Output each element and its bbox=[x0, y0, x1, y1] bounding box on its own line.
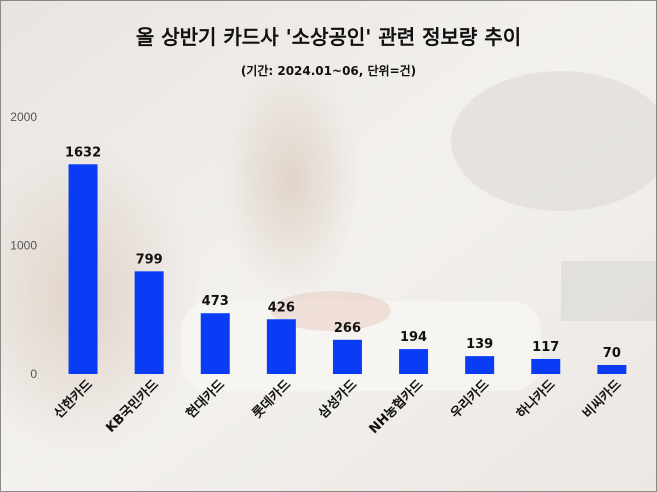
x-tick-label: 롯데카드 bbox=[250, 377, 294, 421]
bar bbox=[531, 358, 561, 374]
x-axis: 신한카드 KB국민카드 현대카드 롯데카드 삼성카드 NH농협카드 우리카드 하나카드 비씨카드 bbox=[51, 376, 625, 437]
data-labels: 1632 799 473 426 266 194 139 117 70 bbox=[65, 145, 621, 361]
chart-subtitle: (기간: 2024.01~06, 단위=건) bbox=[240, 64, 417, 78]
x-tick-label: 삼성카드 bbox=[315, 376, 360, 421]
data-label: 70 bbox=[603, 346, 621, 361]
bar-series bbox=[68, 164, 627, 374]
bar bbox=[465, 356, 495, 374]
data-label: 426 bbox=[268, 300, 295, 315]
x-tick-label: KB국민카드 bbox=[103, 376, 162, 435]
data-label: 799 bbox=[136, 252, 163, 267]
x-tick-label: 하나카드 bbox=[513, 376, 558, 421]
y-tick-label: 0 bbox=[30, 367, 37, 381]
data-label: 139 bbox=[466, 337, 493, 352]
data-label: 473 bbox=[202, 294, 229, 309]
bar bbox=[597, 365, 627, 374]
bar bbox=[266, 319, 296, 374]
x-tick-label: 우리카드 bbox=[447, 376, 492, 421]
y-tick-label: 2000 bbox=[10, 110, 37, 124]
x-tick-label: 신한카드 bbox=[51, 376, 96, 421]
x-tick-label: 현대카드 bbox=[183, 376, 228, 421]
data-label: 194 bbox=[400, 330, 427, 345]
bar bbox=[399, 349, 429, 374]
x-tick-label: 비씨카드 bbox=[580, 377, 624, 421]
bar bbox=[332, 339, 362, 374]
data-label: 117 bbox=[532, 340, 559, 355]
bar bbox=[200, 313, 230, 374]
x-tick-label: NH농협카드 bbox=[366, 376, 427, 437]
bar bbox=[68, 164, 98, 374]
bar bbox=[134, 271, 164, 374]
y-axis: 0 1000 2000 bbox=[10, 110, 37, 381]
data-label: 1632 bbox=[65, 145, 101, 160]
chart-title: 올 상반기 카드사 '소상공인' 관련 정보량 추이 bbox=[135, 25, 522, 49]
data-label: 266 bbox=[334, 321, 361, 336]
y-tick-label: 1000 bbox=[10, 239, 37, 253]
